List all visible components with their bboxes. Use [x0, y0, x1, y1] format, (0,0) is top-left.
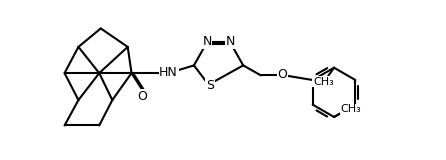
Text: HN: HN [159, 66, 178, 79]
Text: O: O [137, 90, 147, 103]
Text: CH₃: CH₃ [341, 104, 361, 114]
Text: N: N [202, 35, 212, 48]
Text: N: N [225, 35, 235, 48]
Text: CH₃: CH₃ [313, 77, 334, 87]
Text: S: S [206, 79, 214, 92]
Text: O: O [277, 68, 287, 81]
